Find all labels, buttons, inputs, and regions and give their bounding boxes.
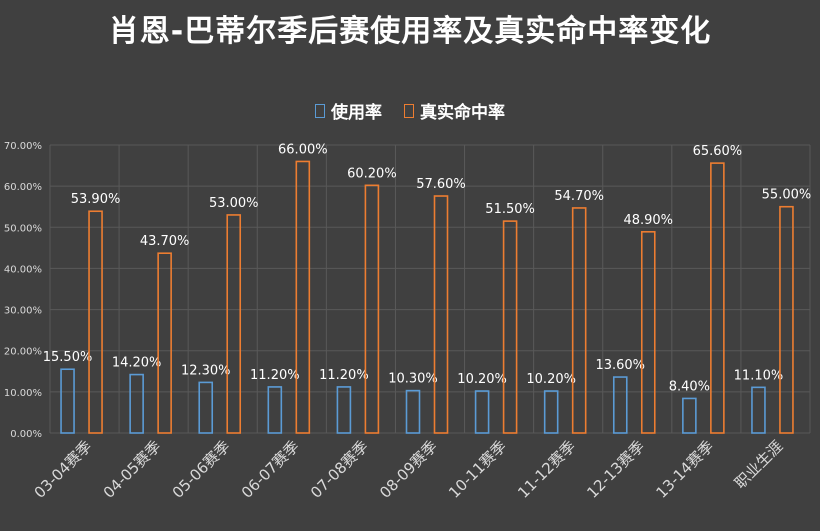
true-shooting-data-label: 51.50% xyxy=(485,202,535,217)
true-shooting-bar xyxy=(502,220,518,434)
legend: 使用率 真实命中率 xyxy=(0,98,820,123)
usage-data-label: 8.40% xyxy=(669,379,710,394)
x-tick-label: 11-12赛季 xyxy=(514,437,579,502)
y-tick-label: 40.00% xyxy=(4,264,42,275)
usage-bar xyxy=(267,386,283,434)
usage-bar xyxy=(474,390,490,434)
true-shooting-data-label: 53.90% xyxy=(71,192,121,207)
true-shooting-bar xyxy=(640,231,656,434)
chart-title: 肖恩-巴蒂尔季后赛使用率及真实命中率变化 xyxy=(108,14,712,49)
usage-data-label: 14.20% xyxy=(112,356,162,371)
true-shooting-data-label: 43.70% xyxy=(140,234,190,249)
true-shooting-data-label: 54.70% xyxy=(554,189,604,204)
true-shooting-data-label: 48.90% xyxy=(623,213,673,228)
y-tick-label: 20.00% xyxy=(4,347,42,358)
true-shooting-bar xyxy=(88,210,103,434)
usage-data-label: 10.20% xyxy=(457,372,507,387)
true-shooting-data-label: 55.00% xyxy=(762,188,812,203)
true-shooting-bar xyxy=(364,184,380,434)
true-shooting-bar xyxy=(157,252,172,434)
usage-data-label: 11.20% xyxy=(250,368,300,383)
true-shooting-data-label: 57.60% xyxy=(416,177,466,192)
usage-data-label: 10.20% xyxy=(526,372,576,387)
usage-data-label: 12.30% xyxy=(181,363,231,378)
usage-bar xyxy=(682,397,697,434)
x-tick-label: 职业生涯 xyxy=(731,437,786,492)
x-tick-label: 10-11赛季 xyxy=(445,437,510,502)
usage-bar xyxy=(751,386,766,434)
y-tick-label: 50.00% xyxy=(4,223,42,234)
x-tick-label: 07-08赛季 xyxy=(307,437,372,502)
legend-item-true-shooting: 真实命中率 xyxy=(404,98,505,123)
true-shooting-bar xyxy=(295,160,311,434)
true-shooting-bar xyxy=(571,207,587,434)
x-tick-label: 08-09赛季 xyxy=(376,437,441,502)
usage-bar xyxy=(405,389,421,434)
usage-data-label: 11.20% xyxy=(319,368,369,383)
x-tick-label: 06-07赛季 xyxy=(238,437,303,502)
legend-label-true-shooting: 真实命中率 xyxy=(420,103,505,123)
legend-swatch-true-shooting xyxy=(404,103,414,118)
y-tick-label: 10.00% xyxy=(4,388,42,399)
true-shooting-bar xyxy=(433,195,449,434)
x-tick-label: 13-14赛季 xyxy=(652,437,717,502)
true-shooting-data-label: 60.20% xyxy=(347,166,397,181)
y-tick-label: 70.00% xyxy=(4,141,42,152)
y-tick-label: 30.00% xyxy=(4,306,42,317)
usage-data-label: 11.10% xyxy=(734,368,784,383)
true-shooting-data-label: 66.00% xyxy=(278,142,328,157)
x-tick-label: 03-04赛季 xyxy=(31,437,96,502)
usage-bar xyxy=(60,368,75,434)
x-tick-label: 04-05赛季 xyxy=(100,437,165,502)
legend-label-usage: 使用率 xyxy=(331,103,382,123)
legend-swatch-usage xyxy=(315,103,325,118)
usage-bar xyxy=(612,376,628,434)
usage-bar xyxy=(198,381,214,434)
usage-data-label: 13.60% xyxy=(595,358,645,373)
usage-bar xyxy=(129,373,144,434)
usage-data-label: 10.30% xyxy=(388,372,438,387)
true-shooting-bar xyxy=(779,205,794,434)
true-shooting-data-label: 53.00% xyxy=(209,196,259,211)
legend-item-usage: 使用率 xyxy=(315,98,382,123)
x-tick-label: 12-13赛季 xyxy=(583,437,648,502)
usage-data-label: 15.50% xyxy=(43,350,93,365)
usage-bar xyxy=(543,390,559,434)
usage-bar xyxy=(336,386,352,434)
true-shooting-data-label: 65.60% xyxy=(693,144,743,159)
y-tick-label: 0.00% xyxy=(10,429,42,440)
y-tick-label: 60.00% xyxy=(4,182,42,193)
x-tick-label: 05-06赛季 xyxy=(169,437,234,502)
true-shooting-bar xyxy=(226,214,242,434)
true-shooting-bar xyxy=(710,162,725,434)
